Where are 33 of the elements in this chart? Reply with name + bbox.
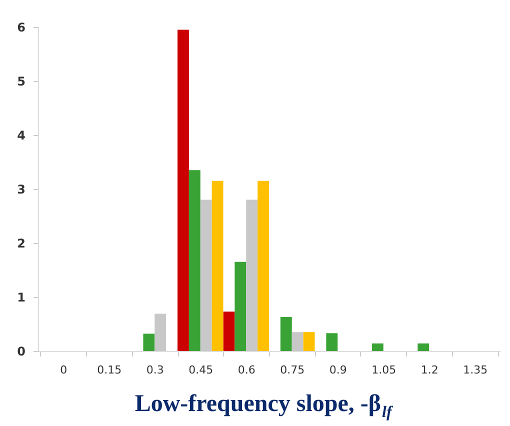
bar (246, 200, 258, 351)
x-tick-label: 1.05 (372, 364, 396, 376)
y-tick-label: 2 (17, 236, 26, 250)
bar (143, 334, 155, 351)
x-tick-label: 0 (60, 364, 68, 376)
y-tick-label: 6 (17, 20, 26, 34)
x-tick-label: 0.45 (188, 364, 214, 376)
x-tick-label: 1.35 (463, 364, 488, 376)
y-tick-label: 4 (17, 128, 26, 142)
y-tick-label: 0 (17, 344, 26, 358)
y-tick-label: 1 (17, 290, 26, 304)
bar (303, 332, 315, 351)
bar (418, 343, 430, 351)
bar (200, 200, 212, 351)
x-tick-label: 0.75 (280, 364, 305, 376)
y-tick-label: 5 (17, 74, 26, 88)
bar (372, 343, 384, 351)
bar (292, 332, 304, 351)
bar (326, 333, 338, 351)
bar (212, 180, 224, 351)
bar (178, 30, 189, 351)
bar (223, 312, 235, 351)
bar (258, 180, 269, 351)
x-tick-label: 0.3 (146, 364, 164, 376)
x-tick-label: 0.6 (238, 364, 256, 376)
bar (280, 316, 292, 351)
x-tick-label: 1.2 (420, 364, 438, 376)
bar (234, 262, 246, 351)
bar (154, 314, 166, 351)
bar (188, 170, 200, 351)
x-tick-label: 0.15 (97, 364, 122, 376)
x-tick-label: 0.9 (329, 364, 347, 376)
y-tick-label: 3 (17, 182, 26, 196)
